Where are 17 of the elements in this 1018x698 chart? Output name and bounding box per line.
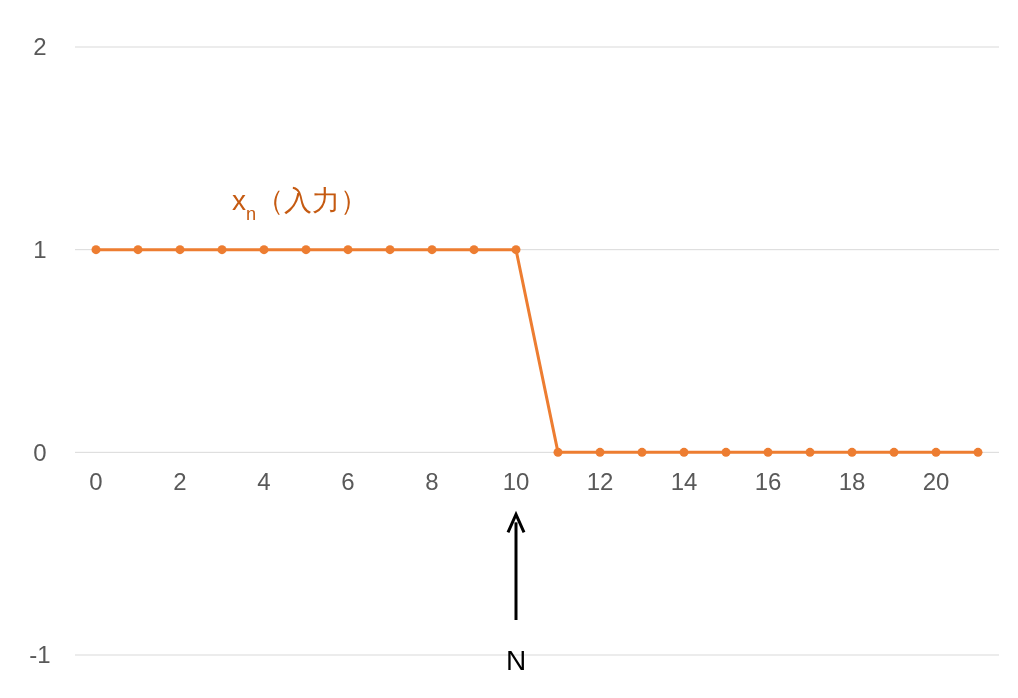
- annotation: N: [505, 645, 527, 676]
- x-tick-label: 14: [670, 468, 698, 496]
- x-tick-label: 16: [754, 468, 782, 496]
- series-label: x$_{n}$（入力）: [232, 184, 369, 224]
- y-tick-label: 0: [33, 438, 47, 466]
- x-tick-label: 18: [838, 468, 866, 496]
- y-tick-label: 2: [33, 33, 47, 61]
- x-tick-label: 12: [586, 468, 614, 496]
- x-tick-label: 20: [922, 468, 950, 496]
- x-tick-label: 6: [341, 468, 355, 496]
- x-tick-label: 4: [257, 468, 271, 496]
- x-tick-label: 2: [173, 468, 187, 496]
- x-tick-label: 10: [502, 468, 530, 496]
- y-tick-label: 1: [33, 236, 47, 264]
- x-tick-label: 8: [425, 468, 439, 496]
- y-tick-label: -1: [29, 641, 51, 669]
- x-tick-label: 0: [89, 468, 103, 496]
